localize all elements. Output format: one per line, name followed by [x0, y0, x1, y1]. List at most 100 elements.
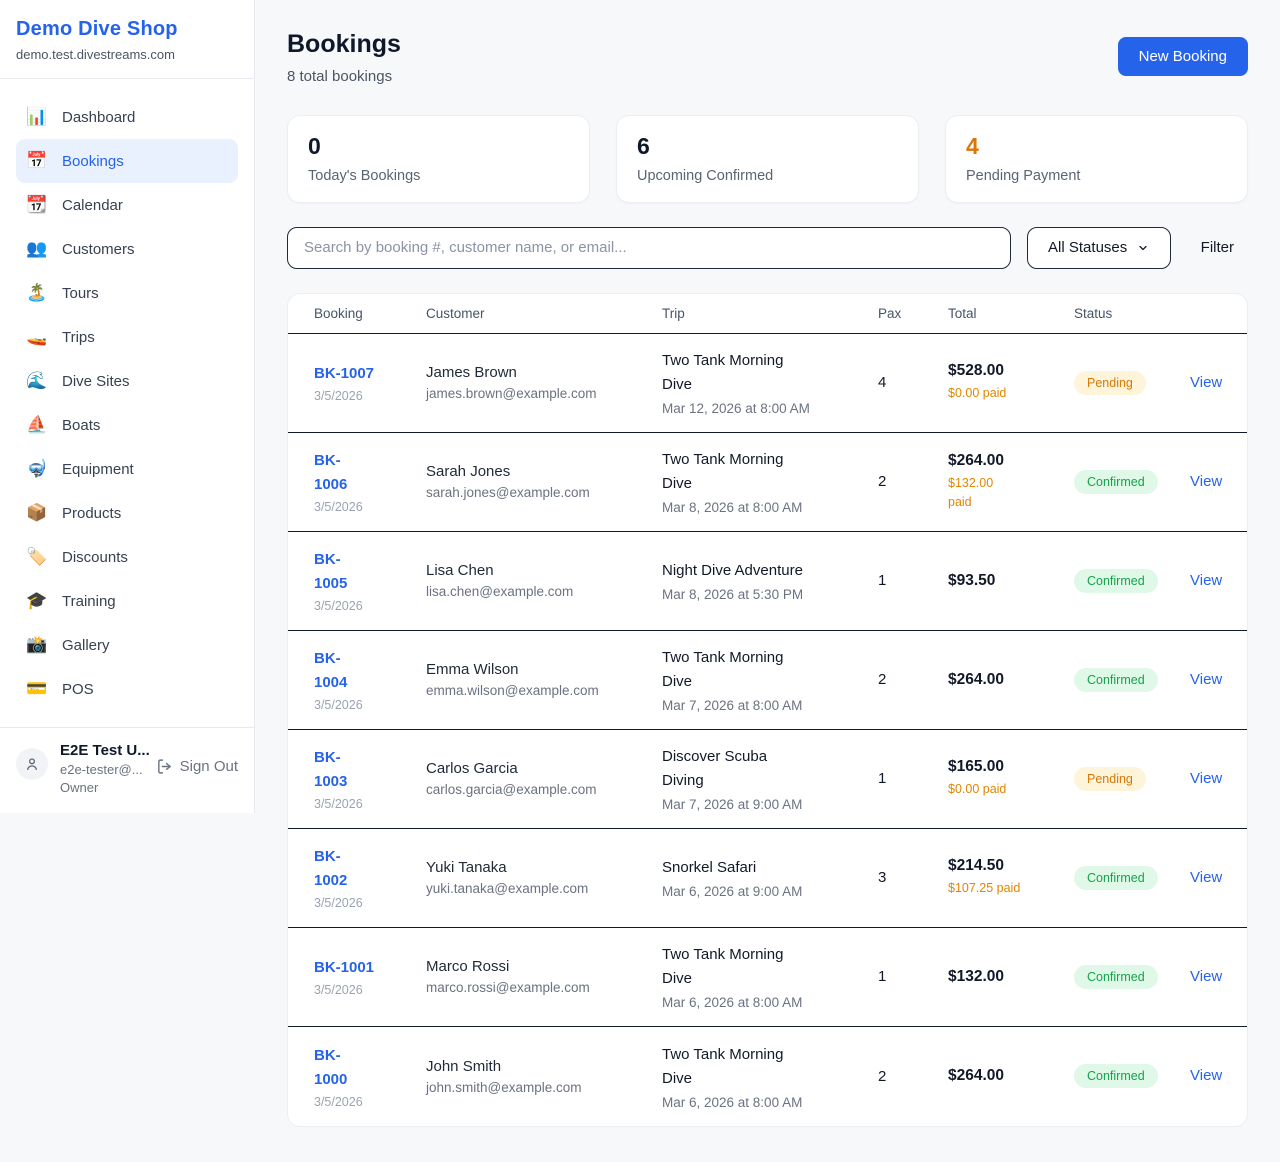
trip-name: Two Tank Morning Dive	[662, 352, 784, 394]
sidebar-item-label: Training	[62, 592, 116, 610]
booking-id-link[interactable]: BK-1001	[314, 959, 375, 977]
booking-id-link[interactable]: BK- 1006	[314, 452, 348, 494]
view-link[interactable]: View	[1190, 571, 1223, 589]
customer-name: James Brown	[426, 364, 517, 382]
status-filter-select[interactable]: All Statuses	[1026, 226, 1171, 269]
trip-datetime: Mar 8, 2026 at 8:00 AM	[662, 500, 803, 516]
sidebar-item-label: Discounts	[62, 548, 128, 566]
user-name: E2E Test U...	[60, 742, 150, 759]
column-header-customer: Customer	[426, 305, 485, 321]
booking-date: 3/5/2026	[314, 983, 363, 998]
view-link[interactable]: View	[1190, 472, 1223, 490]
status-badge: Pending	[1074, 370, 1146, 395]
booking-date: 3/5/2026	[314, 797, 363, 812]
view-link[interactable]: View	[1190, 967, 1223, 985]
view-link[interactable]: View	[1190, 373, 1223, 391]
paid-amount: $0.00 paid	[948, 782, 1007, 797]
chevron-down-icon	[1139, 245, 1147, 250]
shop-name: Demo Dive Shop	[16, 18, 178, 40]
nav-icon: 🚤	[26, 327, 48, 346]
sidebar-item-products[interactable]: 📦 Products	[16, 491, 238, 535]
booking-id-link[interactable]: BK- 1000	[314, 1046, 348, 1088]
nav-icon: 👥	[26, 239, 48, 258]
total-amount: $264.00	[948, 451, 1005, 469]
total-amount: $132.00	[948, 967, 1005, 985]
sidebar-item-label: Tours	[62, 284, 99, 302]
sidebar-item-label: Calendar	[62, 196, 123, 214]
pax-count: 1	[878, 770, 887, 788]
sidebar-item-boats[interactable]: ⛵ Boats	[16, 403, 238, 447]
pax-count: 4	[878, 374, 887, 392]
trip-name: Snorkel Safari	[662, 859, 757, 877]
filter-button[interactable]: Filter	[1187, 231, 1248, 264]
booking-date: 3/5/2026	[314, 896, 363, 911]
stat-value: 4	[966, 133, 979, 159]
sidebar-item-label: Products	[62, 504, 122, 522]
paid-amount: $132.00 paid	[948, 475, 994, 509]
bookings-table: Booking Customer Trip Pax Total Status B…	[287, 292, 1248, 1127]
column-header-pax: Pax	[878, 305, 902, 321]
customer-email: yuki.tanaka@example.com	[426, 881, 589, 897]
sidebar-item-dashboard[interactable]: 📊 Dashboard	[16, 95, 238, 139]
sidebar-item-label: Dive Sites	[62, 372, 130, 390]
sidebar: Demo Dive Shop demo.test.divestreams.com…	[0, 0, 255, 813]
customer-name: Carlos Garcia	[426, 760, 518, 778]
customer-name: Yuki Tanaka	[426, 859, 507, 877]
table-row: BK- 1005 3/5/2026 Lisa Chen lisa.chen@ex…	[288, 532, 1247, 631]
customer-name: Lisa Chen	[426, 562, 494, 580]
person-icon	[27, 758, 37, 770]
total-amount: $165.00	[948, 758, 1005, 776]
customer-email: carlos.garcia@example.com	[426, 782, 597, 798]
booking-date: 3/5/2026	[314, 599, 363, 614]
sidebar-item-gallery[interactable]: 📸 Gallery	[16, 623, 238, 667]
user-avatar	[16, 748, 48, 780]
pax-count: 1	[878, 572, 887, 590]
nav-icon: 📅	[26, 151, 48, 170]
nav-icon: 📸	[26, 635, 48, 654]
sidebar-item-customers[interactable]: 👥 Customers	[16, 227, 238, 271]
paid-amount: $0.00 paid	[948, 386, 1007, 401]
customer-name: Emma Wilson	[426, 661, 519, 679]
view-link[interactable]: View	[1190, 670, 1223, 688]
sign-out-button[interactable]: Sign Out	[156, 758, 238, 775]
customer-email: marco.rossi@example.com	[426, 980, 590, 996]
view-link[interactable]: View	[1190, 769, 1223, 787]
page-subtitle: 8 total bookings	[287, 68, 393, 85]
sign-out-label: Sign Out	[179, 758, 238, 775]
sidebar-item-label: Gallery	[62, 636, 110, 654]
nav-icon: 📊	[26, 107, 48, 126]
shop-domain: demo.test.divestreams.com	[16, 47, 175, 62]
booking-id-link[interactable]: BK-1007	[314, 365, 375, 383]
sidebar-item-calendar[interactable]: 📆 Calendar	[16, 183, 238, 227]
booking-id-link[interactable]: BK- 1003	[314, 749, 348, 791]
booking-id-link[interactable]: BK- 1005	[314, 551, 348, 593]
booking-id-link[interactable]: BK- 1002	[314, 848, 348, 890]
status-badge: Confirmed	[1074, 865, 1158, 890]
user-meta: E2E Test U... e2e-tester@... Owner	[60, 742, 150, 795]
status-badge: Confirmed	[1074, 1064, 1158, 1089]
nav-icon: 💳	[26, 679, 48, 698]
sidebar-item-pos[interactable]: 💳 POS	[16, 667, 238, 711]
view-link[interactable]: View	[1190, 1067, 1223, 1085]
booking-date: 3/5/2026	[314, 389, 363, 404]
booking-date: 3/5/2026	[314, 1094, 363, 1109]
search-input[interactable]	[287, 226, 1011, 269]
total-amount: $528.00	[948, 362, 1005, 380]
sidebar-item-tours[interactable]: 🏝️ Tours	[16, 271, 238, 315]
filter-row: All Statuses Filter	[287, 226, 1248, 269]
sidebar-item-bookings[interactable]: 📅 Bookings	[16, 139, 238, 183]
sidebar-user-section: E2E Test U... e2e-tester@... Owner Sign …	[0, 727, 254, 813]
sidebar-item-training[interactable]: 🎓 Training	[16, 579, 238, 623]
sidebar-item-label: Boats	[62, 416, 101, 434]
booking-id-link[interactable]: BK- 1004	[314, 650, 348, 692]
customer-email: sarah.jones@example.com	[426, 485, 590, 501]
new-booking-button[interactable]: New Booking	[1117, 37, 1248, 76]
sidebar-item-equipment[interactable]: 🤿 Equipment	[16, 447, 238, 491]
sidebar-item-trips[interactable]: 🚤 Trips	[16, 315, 238, 359]
sidebar-item-discounts[interactable]: 🏷️ Discounts	[16, 535, 238, 579]
nav-icon: 🤿	[26, 459, 48, 478]
pax-count: 1	[878, 968, 887, 986]
table-row: BK- 1004 3/5/2026 Emma Wilson emma.wilso…	[288, 631, 1247, 730]
view-link[interactable]: View	[1190, 868, 1223, 886]
sidebar-item-dive-sites[interactable]: 🌊 Dive Sites	[16, 359, 238, 403]
